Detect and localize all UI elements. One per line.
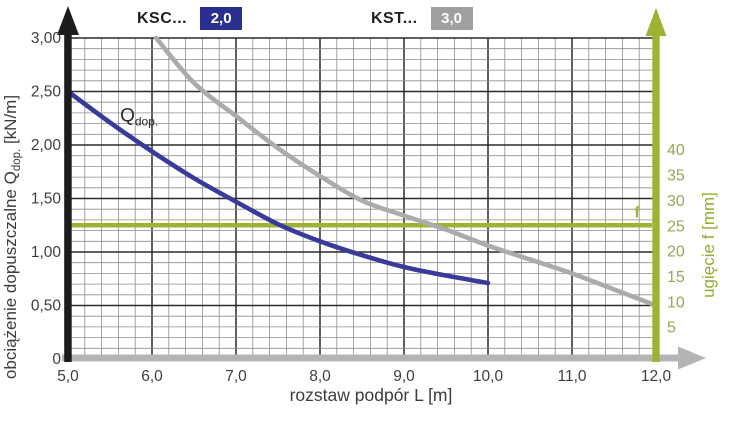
y-left-tick-label: 0 — [52, 351, 61, 368]
y-left-tick-label: 3,00 — [31, 30, 62, 47]
x-tick-label: 11,0 — [557, 368, 586, 385]
x-tick-label: 10,0 — [473, 368, 504, 385]
y-axis-right — [645, 8, 667, 362]
y-left-tick-label: 2,50 — [31, 84, 62, 101]
y-right-tick-label: 5 — [667, 320, 676, 337]
y-right-tick-label: 30 — [667, 193, 685, 210]
y-right-tick-label: 25 — [667, 218, 685, 235]
y-right-tick-label: 20 — [667, 244, 685, 261]
x-tick-label: 6,0 — [141, 368, 163, 385]
x-tick-label: 12,0 — [641, 368, 672, 385]
legend-badge-kst: 3,0 — [430, 7, 473, 30]
y-left-tick-label: 0,50 — [31, 298, 62, 315]
legend-badge-ksc: 2,0 — [200, 7, 243, 30]
y-right-tick-label: 35 — [667, 168, 685, 185]
y-right-tick-label: 40 — [667, 142, 685, 159]
f-label: f — [634, 204, 640, 221]
x-tick-label: 5,0 — [57, 368, 79, 385]
qdop-annotation: Qdop. — [120, 105, 158, 128]
x-tick-label: 7,0 — [225, 368, 247, 385]
y-axis-left — [57, 6, 79, 362]
y-axis-right-title: ugięcie f [mm] — [699, 192, 718, 298]
legend-item-ksc: KSC... 2,0 — [137, 7, 243, 30]
x-axis — [62, 346, 706, 370]
curve-kst — [153, 35, 659, 308]
y-right-tick-label: 15 — [667, 269, 685, 286]
x-axis-title: rozstaw podpór L [m] — [290, 385, 453, 405]
y-axis-left-title: obciążenie dopuszczalne Qdop. [kN/m] — [1, 95, 23, 379]
x-tick-label: 8,0 — [309, 368, 331, 385]
legend-label-ksc: KSC... — [137, 9, 188, 27]
x-tick-label: 9,0 — [393, 368, 415, 385]
legend-item-kst: KST... 3,0 — [371, 7, 473, 30]
legend-label-kst: KST... — [371, 9, 418, 27]
y-left-tick-label: 2,00 — [31, 137, 62, 154]
grid — [68, 37, 656, 355]
y-right-tick-label: 10 — [667, 294, 685, 311]
y-left-tick-label: 1,00 — [31, 244, 62, 261]
y-left-tick-label: 1,50 — [31, 191, 62, 208]
curve-ksc — [65, 89, 491, 286]
